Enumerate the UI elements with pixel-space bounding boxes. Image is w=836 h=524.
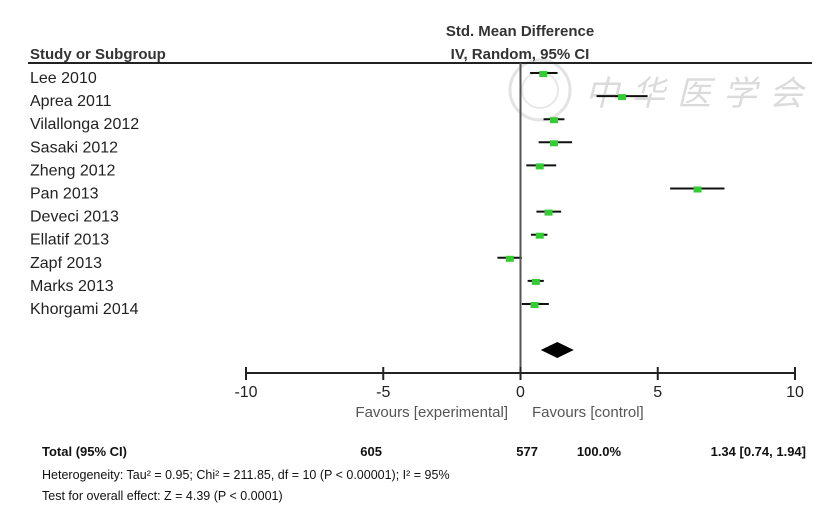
study-row: Marks 2013	[30, 278, 544, 295]
study-row: Khorgami 2014	[30, 301, 549, 318]
favours-left-label: Favours [experimental]	[355, 404, 508, 421]
effect-point	[549, 140, 558, 147]
study-label: Vilallonga 2012	[30, 116, 139, 133]
study-row: Aprea 2011	[30, 93, 648, 110]
effect-title: Std. Mean Difference	[446, 23, 594, 40]
total-effect: 1.34 [0.74, 1.94]	[711, 444, 806, 459]
effect-point	[539, 71, 548, 77]
study-row: Zheng 2012	[30, 162, 557, 179]
effect-point	[535, 232, 544, 239]
overall-effect-text: Test for overall effect: Z = 4.39 (P < 0…	[42, 489, 283, 503]
study-row: Ellatif 2013	[30, 232, 548, 249]
effect-point	[535, 163, 544, 170]
study-label: Ellatif 2013	[30, 232, 109, 249]
total-control: 577	[516, 444, 538, 459]
effect-point	[531, 278, 540, 285]
study-row: Sasaki 2012	[30, 139, 573, 156]
study-label: Pan 2013	[30, 186, 99, 203]
study-label: Lee 2010	[30, 70, 97, 87]
effect-method: IV, Random, 95% CI	[451, 46, 590, 63]
effect-point	[505, 255, 514, 262]
effect-point	[544, 209, 553, 216]
x-tick-label: 5	[653, 384, 662, 401]
total-label: Total (95% CI)	[42, 444, 127, 459]
effect-point	[549, 117, 558, 124]
study-label: Zheng 2012	[30, 162, 116, 179]
pooled-diamond	[540, 342, 574, 358]
heterogeneity-text: Heterogeneity: Tau² = 0.95; Chi² = 211.8…	[42, 468, 450, 482]
x-tick-label: 10	[786, 384, 804, 401]
study-label: Zapf 2013	[30, 255, 102, 272]
x-tick-label: -5	[376, 384, 390, 401]
study-column-header: Study or Subgroup	[30, 46, 166, 63]
watermark: 中华医学会	[508, 58, 815, 122]
study-row: Deveci 2013	[30, 209, 562, 226]
study-row: Lee 2010	[30, 70, 558, 87]
effect-point	[618, 94, 627, 101]
x-tick-label: -10	[234, 384, 257, 401]
study-label: Khorgami 2014	[30, 301, 139, 318]
x-tick-label: 0	[516, 384, 525, 401]
svg-text:中华医学会: 中华医学会	[585, 74, 815, 114]
total-weight: 100.0%	[577, 444, 622, 459]
effect-point	[693, 186, 702, 193]
study-row: Vilallonga 2012	[30, 116, 565, 133]
study-row: Zapf 2013	[30, 255, 522, 272]
study-label: Aprea 2011	[30, 93, 112, 110]
favours-right-label: Favours [control]	[532, 404, 644, 421]
study-row: Pan 2013	[30, 186, 725, 203]
study-label: Deveci 2013	[30, 209, 119, 226]
effect-point	[530, 302, 539, 308]
study-label: Sasaki 2012	[30, 139, 118, 156]
study-label: Marks 2013	[30, 278, 114, 295]
total-experimental: 605	[360, 444, 382, 459]
